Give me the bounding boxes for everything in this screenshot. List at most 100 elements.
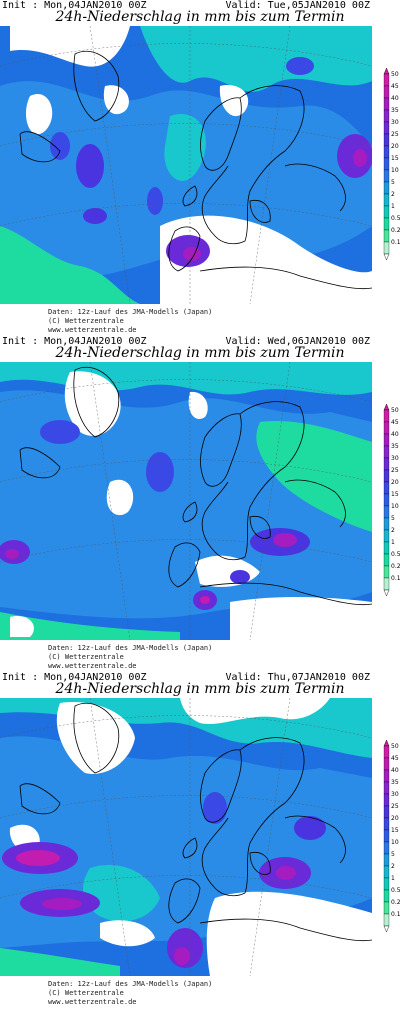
legend-label: 30 <box>391 119 399 126</box>
legend-label: 5 <box>391 851 395 858</box>
chart-title: 24h-Niederschlag in mm bis zum Termin <box>55 345 345 361</box>
init-time: Init : Mon,04JAN2010 00Z <box>2 336 147 347</box>
forecast-panel-day2: Init : Mon,04JAN2010 00Z Valid: Wed,06JA… <box>0 336 400 672</box>
extreme-precip-core <box>276 866 296 880</box>
light-precip-area <box>83 864 160 922</box>
grid-lines <box>0 698 372 976</box>
legend-label: 45 <box>391 755 399 762</box>
legend-swatch <box>383 457 390 471</box>
light-precip-area <box>140 26 372 92</box>
legend-label: 15 <box>391 155 399 162</box>
legend-swatch <box>383 757 390 771</box>
legend-swatch <box>383 421 390 435</box>
legend-label: 40 <box>391 431 399 438</box>
legend-swatch <box>383 817 390 831</box>
legend-swatch <box>383 901 390 915</box>
legend-arrow-top <box>383 403 390 411</box>
init-time: Init : Mon,04JAN2010 00Z <box>2 672 147 683</box>
credit-line: Daten: 12z-Lauf des JMA-Modells (Japan) <box>48 308 213 316</box>
legend-swatch <box>383 73 390 87</box>
valid-time: Valid: Thu,07JAN2010 00Z <box>225 672 371 683</box>
legend-label: 45 <box>391 419 399 426</box>
legend-label: 20 <box>391 815 399 822</box>
legend-label: 0.1 <box>391 911 400 918</box>
extreme-precip-core <box>200 596 210 604</box>
dry-area <box>106 479 134 516</box>
legend-swatch <box>383 493 390 507</box>
legend-label: 40 <box>391 767 399 774</box>
credit-line: Daten: 12z-Lauf des JMA-Modells (Japan) <box>48 644 213 652</box>
legend-swatch <box>383 109 390 123</box>
legend-swatch <box>383 505 390 519</box>
legend-label: 0.2 <box>391 899 400 906</box>
legend-label: 30 <box>391 455 399 462</box>
precipitation-legend: 50 45 40 35 30 25 20 15 10 5 2 1 0.5 0.2 0.1 <box>383 403 400 597</box>
heavy-precip-core <box>147 187 163 215</box>
dry-area <box>103 85 129 115</box>
legend-swatch <box>383 169 390 183</box>
heavy-precip-core <box>76 144 104 188</box>
dry-area <box>64 371 121 436</box>
legend-arrow-bottom <box>383 253 390 261</box>
coastlines <box>19 702 372 942</box>
credit-line: Daten: 12z-Lauf des JMA-Modells (Japan) <box>48 980 213 988</box>
legend-swatch <box>383 145 390 159</box>
coastlines <box>19 50 372 290</box>
credit-line: (C) Wetterzentrale <box>48 989 124 997</box>
dry-area <box>206 891 372 976</box>
legend-label: 40 <box>391 95 399 102</box>
legend-swatch <box>383 529 390 543</box>
extreme-precip-core <box>42 898 82 910</box>
legend-label: 2 <box>391 527 395 534</box>
legend-label: 20 <box>391 479 399 486</box>
light-precip-area <box>0 948 120 976</box>
light-precip-area <box>0 612 180 640</box>
legend-label: 50 <box>391 71 399 78</box>
legend-swatch <box>383 877 390 891</box>
legend-swatch <box>383 889 390 903</box>
legend-label: 15 <box>391 827 399 834</box>
legend-arrow-top <box>383 67 390 75</box>
legend-label: 20 <box>391 143 399 150</box>
legend-label: 25 <box>391 467 399 474</box>
heavy-precip-core <box>50 132 70 160</box>
heavy-precip-core <box>230 570 250 584</box>
legend-label: 5 <box>391 179 395 186</box>
precipitation-map <box>0 362 372 640</box>
legend-label: 0.2 <box>391 563 400 570</box>
data-credits: Daten: 12z-Lauf des JMA-Modells (Japan) … <box>48 644 212 671</box>
legend-arrow-top <box>383 739 390 747</box>
legend-swatch <box>383 565 390 579</box>
legend-label: 2 <box>391 191 395 198</box>
legend-label: 10 <box>391 167 399 174</box>
legend-label: 50 <box>391 407 399 414</box>
light-precip-area <box>164 114 206 181</box>
extreme-precip-core <box>353 149 367 167</box>
dry-area <box>188 391 208 420</box>
legend-swatch <box>383 85 390 99</box>
legend-swatch <box>383 445 390 459</box>
legend-label: 25 <box>391 131 399 138</box>
legend-label: 0.1 <box>391 575 400 582</box>
legend-label: 0.5 <box>391 551 400 558</box>
legend-swatch <box>383 133 390 147</box>
legend-swatch <box>383 121 390 135</box>
legend-label: 30 <box>391 791 399 798</box>
legend-swatch <box>383 97 390 111</box>
credit-line: www.wetterzentrale.de <box>48 998 137 1006</box>
legend-label: 10 <box>391 503 399 510</box>
legend-label: 1 <box>391 203 395 210</box>
legend-swatch <box>383 517 390 531</box>
forecast-panel-day1: Init : Mon,04JAN2010 00Z Valid: Tue,05JA… <box>0 0 400 336</box>
legend-swatch <box>383 913 390 927</box>
legend-label: 5 <box>391 515 395 522</box>
credit-line: www.wetterzentrale.de <box>48 326 137 334</box>
heavy-precip-core <box>83 208 107 224</box>
credit-line: www.wetterzentrale.de <box>48 662 137 670</box>
legend-label: 15 <box>391 491 399 498</box>
valid-time: Valid: Tue,05JAN2010 00Z <box>225 0 371 11</box>
heavy-precip-core <box>203 792 227 824</box>
precipitation-legend: 50 45 40 35 30 25 20 15 10 5 2 1 0.5 0.2 0.1 <box>383 739 400 933</box>
legend-label: 25 <box>391 803 399 810</box>
legend-swatch <box>383 481 390 495</box>
